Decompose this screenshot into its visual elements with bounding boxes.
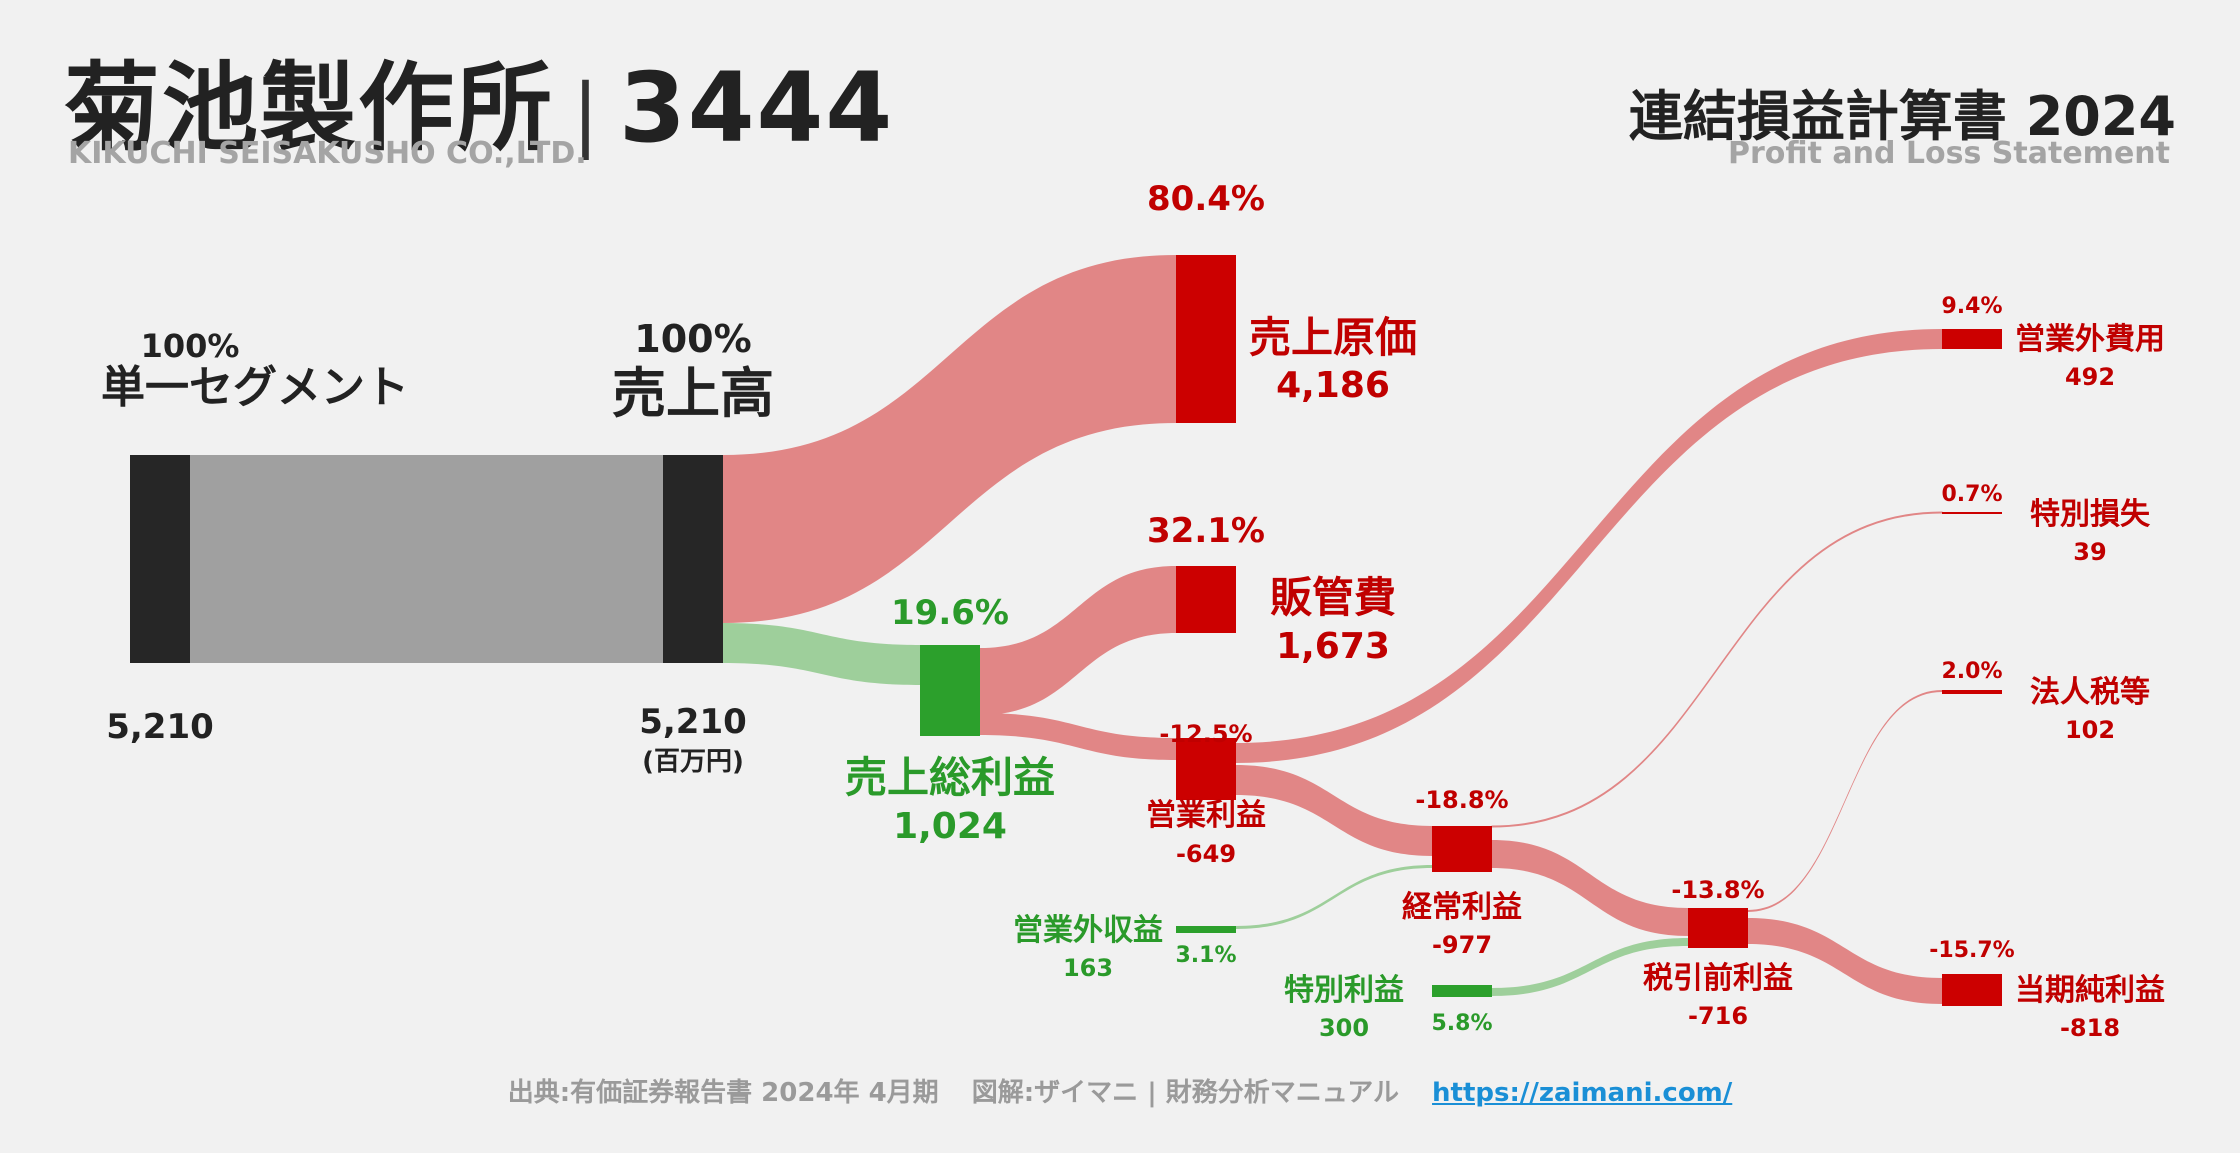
- label-pretax-value: -716: [1688, 1002, 1748, 1030]
- label-gross-value: 1,024: [893, 806, 1007, 847]
- node-nonop_exp: [1942, 329, 2002, 349]
- flow-segment-to-sales: [190, 455, 663, 663]
- flow-ordinary-to-pretax: [1492, 840, 1688, 936]
- statement-subtitle: Profit and Loss Statement: [1727, 136, 2170, 171]
- label-net-label: 当期純利益: [2015, 973, 2165, 1008]
- label-gross-label: 売上総利益: [845, 753, 1055, 802]
- label-segment-value: 5,210: [106, 707, 214, 747]
- label-op-value: -649: [1176, 840, 1236, 868]
- label-tax-value: 102: [2065, 716, 2115, 744]
- title-separator: |: [572, 67, 601, 160]
- flow-op-to-nonop_exp: [1236, 329, 1942, 763]
- node-special_loss: [1942, 512, 2002, 514]
- node-layer: [130, 255, 2002, 1006]
- flow-pretax-to-net: [1748, 918, 1942, 1004]
- label-sales-value: 5,210: [639, 702, 747, 742]
- label-layer: 100%単一セグメント5,210100%売上高5,21080.4%売上原価4,1…: [101, 179, 2165, 1042]
- company-title: 菊池製作所 | 3444: [64, 30, 894, 169]
- footer: 出典:有価証券報告書 2024年 4月期 図解:ザイマニ | 財務分析マニュアル…: [0, 1072, 2240, 1109]
- label-tax-label: 法人税等: [2030, 675, 2150, 710]
- company-name-en: KIKUCHI SEISAKUSHO CO.,LTD.: [68, 136, 587, 171]
- node-nonop_inc: [1176, 926, 1236, 933]
- label-ordinary-label: 経常利益: [1402, 890, 1522, 925]
- label-tax-pct: 2.0%: [1941, 659, 2002, 684]
- label-nonop_exp-pct: 9.4%: [1941, 294, 2002, 319]
- flow-nonop_inc-to-ordinary: [1236, 865, 1432, 929]
- label-segment-label: 単一セグメント: [101, 362, 409, 413]
- footer-link[interactable]: https://zaimani.com/: [1432, 1078, 1733, 1108]
- label-special_gain-pct: 5.8%: [1431, 1011, 1492, 1036]
- node-ordinary: [1432, 826, 1492, 872]
- node-tax: [1942, 690, 2002, 694]
- node-segment: [130, 455, 190, 663]
- flow-gross-to-op: [980, 713, 1176, 760]
- label-special_gain-value: 300: [1319, 1014, 1369, 1042]
- node-gross: [920, 645, 980, 736]
- node-op: [1176, 738, 1236, 800]
- label-special_loss-label: 特別損失: [2030, 497, 2151, 532]
- label-nonop_inc-pct: 3.1%: [1175, 943, 1236, 968]
- node-special_gain: [1432, 985, 1492, 997]
- label-nonop_inc-value: 163: [1063, 954, 1113, 982]
- label-special_loss-pct: 0.7%: [1941, 482, 2002, 507]
- flow-sales-to-cogs: [723, 255, 1176, 623]
- label-cogs-label: 売上原価: [1249, 313, 1417, 362]
- label-ordinary-value: -977: [1432, 931, 1492, 959]
- label-cogs-value: 4,186: [1276, 365, 1390, 406]
- footer-credit: 図解:ザイマニ | 財務分析マニュアル: [971, 1078, 1399, 1108]
- label-op-label: 営業利益: [1146, 798, 1266, 833]
- label-gross-pct: 19.6%: [891, 593, 1009, 633]
- label-sales-pct: 100%: [634, 317, 751, 361]
- label-special_loss-value: 39: [2073, 538, 2106, 566]
- flow-ordinary-to-special_loss: [1491, 511, 1943, 828]
- label-nonop_exp-label: 営業外費用: [2015, 322, 2165, 357]
- flow-op-to-ordinary: [1236, 765, 1432, 856]
- label-sga-pct: 32.1%: [1147, 511, 1265, 551]
- label-pretax-pct: -13.8%: [1671, 876, 1764, 904]
- company-name: 菊池製作所: [64, 52, 554, 164]
- label-sga-value: 1,673: [1276, 626, 1390, 667]
- flow-layer: [190, 255, 1943, 1004]
- label-op-pct: -12.5%: [1159, 720, 1252, 748]
- label-nonop_inc-label: 営業外収益: [1013, 913, 1163, 948]
- label-pretax-label: 税引前利益: [1643, 961, 1793, 996]
- node-cogs: [1176, 255, 1236, 423]
- flow-special_gain-to-pretax: [1492, 938, 1688, 996]
- label-nonop_exp-value: 492: [2065, 363, 2115, 391]
- label-sga-label: 販管費: [1270, 573, 1396, 622]
- label-sales-label: 売上高: [612, 362, 774, 425]
- node-sga: [1176, 566, 1236, 633]
- flow-sales-to-gross: [723, 623, 920, 685]
- unit-label: (百万円): [642, 747, 744, 777]
- flow-pretax-to-tax: [1748, 690, 1942, 912]
- node-sales: [663, 455, 723, 663]
- node-pretax: [1688, 908, 1748, 948]
- flow-gross-to-sga: [980, 566, 1176, 715]
- label-special_gain-label: 特別利益: [1284, 973, 1404, 1008]
- node-net: [1942, 974, 2002, 1006]
- label-ordinary-pct: -18.8%: [1415, 786, 1508, 814]
- label-segment-pct: 100%: [141, 327, 240, 365]
- label-net-pct: -15.7%: [1929, 938, 2014, 963]
- label-net-value: -818: [2060, 1014, 2120, 1042]
- footer-source: 出典:有価証券報告書 2024年 4月期: [507, 1078, 939, 1108]
- statement-title: 連結損益計算書 2024: [1628, 85, 2176, 148]
- ticker-code: 3444: [618, 52, 895, 164]
- label-cogs-pct: 80.4%: [1147, 179, 1265, 219]
